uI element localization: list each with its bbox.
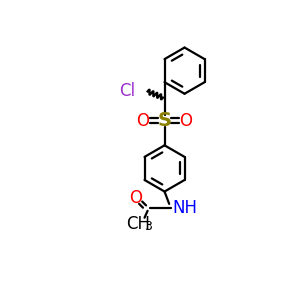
Text: O: O [136, 112, 149, 130]
Text: CH: CH [126, 215, 150, 233]
Text: 3: 3 [144, 220, 152, 233]
Text: NH: NH [172, 200, 197, 217]
Text: Cl: Cl [119, 82, 135, 100]
Text: O: O [129, 189, 142, 207]
Text: O: O [180, 112, 193, 130]
Text: S: S [158, 111, 172, 130]
